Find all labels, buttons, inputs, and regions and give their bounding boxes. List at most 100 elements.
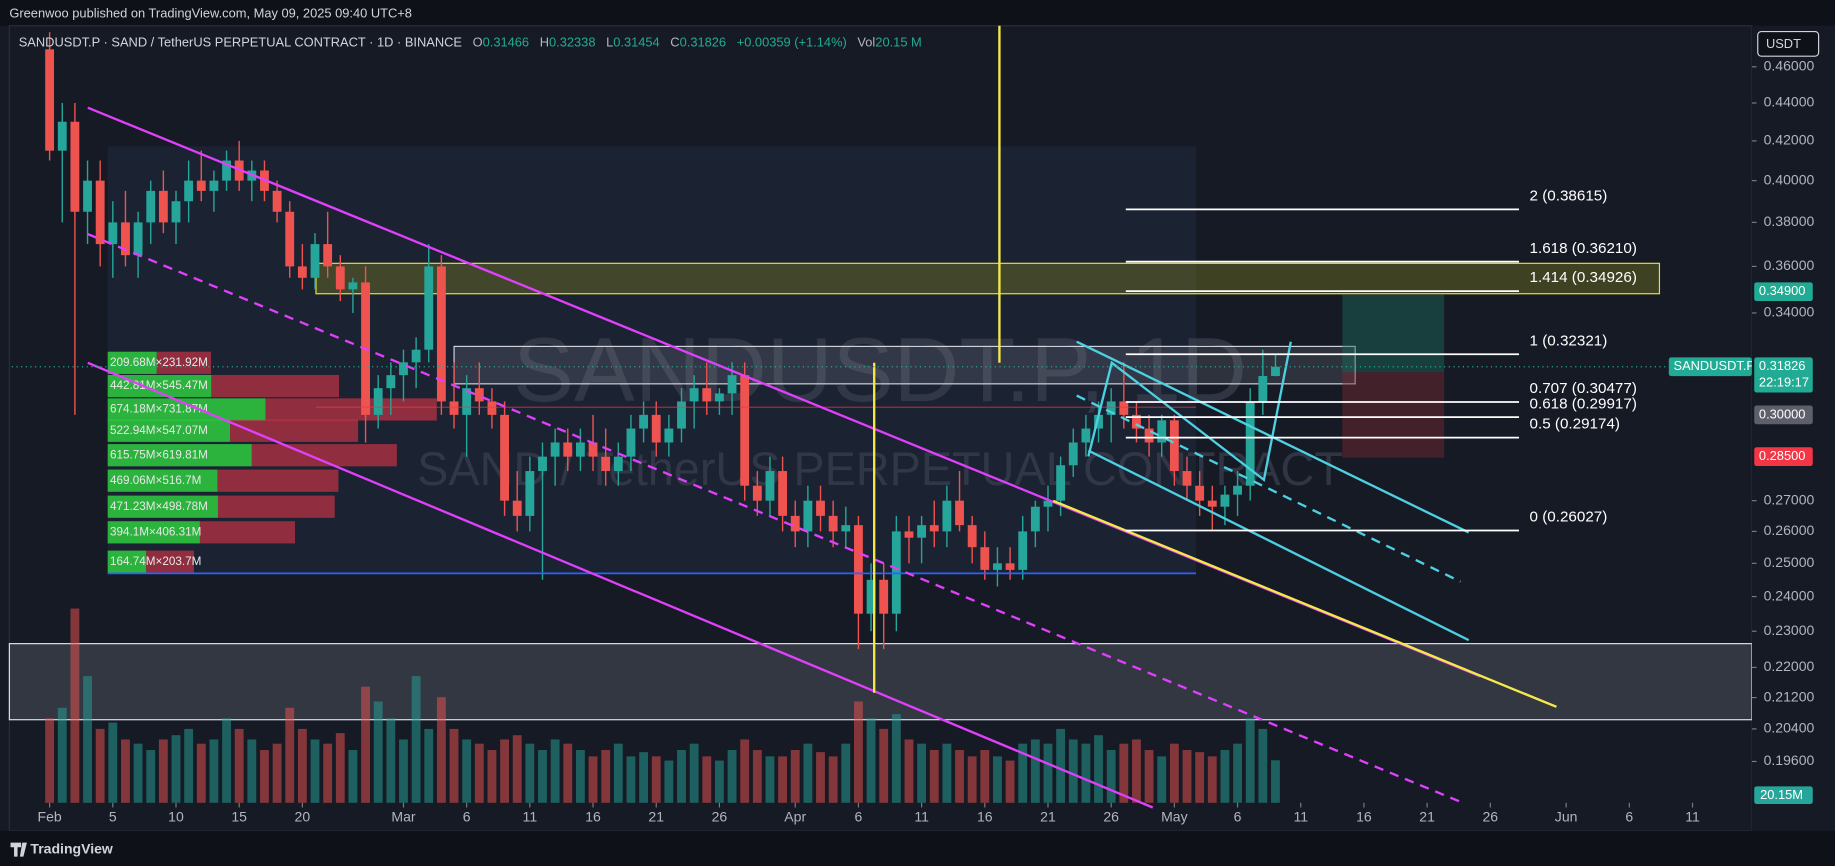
candle-body [449,401,459,415]
price-marker-label: 0.28500 [1759,448,1805,463]
volume-bar [1119,743,1129,803]
volume-bar [613,743,623,803]
profile-down [251,444,397,467]
x-tick-label: Apr [784,809,806,825]
volume-bar [196,743,206,803]
candle-body [500,414,509,501]
candle-body [222,160,231,181]
profile-label: 471.23M×498.78M [110,500,208,513]
y-tick-label: 0.19600 [1764,752,1815,768]
volume-bar [1030,739,1040,803]
x-tick-label: 26 [1103,809,1119,825]
x-tick-label: May [1161,809,1188,825]
volume-bar [1094,735,1103,803]
channel-bottom [87,361,1154,809]
volume-bar [474,743,484,803]
volume-bar [1169,743,1179,803]
candle-body [828,515,838,532]
cyan-path [1087,341,1292,482]
volume-bar [702,756,712,803]
volume-bar [866,718,876,803]
candle-body [209,180,219,191]
volume-bar [828,756,838,803]
candle-body [1258,376,1268,402]
x-tick-label: 15 [231,809,247,825]
currency-button[interactable] [1757,31,1820,57]
x-tick-label: Jun [1555,809,1578,825]
legend: SANDUSDT.P · SAND / TetherUS PERPETUAL C… [19,35,922,50]
candle-body [993,563,1002,570]
support-zone [8,643,1753,721]
volume-bar [487,750,497,803]
volume-bar [361,686,370,803]
legend-symbol: SANDUSDT.P · SAND / TetherUS PERPETUAL C… [19,35,463,50]
candle-body [525,471,535,516]
volume-bar [449,728,459,803]
profile-label: 522.94M×547.07M [110,424,208,437]
volume-bar [740,739,750,803]
y-tick-label: 0.26000 [1764,522,1815,538]
volume-bar [1043,743,1053,803]
candle-body [348,282,358,290]
axes: 0.46000 0.44000 0.42000 0.40000 0.38000 0.360… [38,58,1815,825]
volume-bar [1157,756,1167,803]
candle-body [740,375,750,486]
volume-bar [83,676,92,803]
candle-body [677,401,686,429]
candle-body [929,525,939,532]
x-tick-label: Feb [38,809,62,825]
candle-body [980,547,990,570]
candle-body [121,222,130,256]
candle-body [1068,442,1078,466]
x-tick-label: 11 [523,809,538,825]
symbol-tag [1668,357,1752,377]
candle-body [196,180,206,191]
fib-label: 0.618 (0.29917) [1530,395,1637,412]
publisher-bar [0,0,1835,26]
candle-body [335,266,345,290]
profile-up [107,419,231,442]
candle-body [70,121,80,212]
currency-label: USDT [1766,36,1801,51]
candle-body [841,525,851,532]
volume-bar [993,756,1002,803]
candle-body [1220,494,1230,507]
candle-body [1018,531,1028,570]
y-tick-label: 0.25000 [1764,554,1815,570]
candle-body [563,442,573,457]
volume-bar [348,750,358,803]
candle-body [158,190,168,223]
price-axis [1751,25,1835,831]
y-tick-label: 0.22000 [1764,658,1815,674]
volume-bar [436,697,446,803]
y-tick-label: 0.46000 [1764,58,1815,74]
candle-body [702,388,712,402]
volume-bar [1081,743,1091,803]
candle-body [790,515,800,532]
candle-body [967,525,977,548]
profile-up [107,521,200,544]
candle-body [803,500,813,532]
volume-bar [677,750,686,803]
y-tick-label: 0.23000 [1764,622,1815,638]
volume-bar [424,728,434,803]
publisher-text: Greenwoo published on TradingView.com, M… [9,5,412,20]
volume-bar [879,728,889,803]
candle-body [1106,401,1116,415]
candle-body [588,442,598,457]
volume-bar [222,718,231,803]
volume-bar [1220,750,1230,803]
candle-body [285,211,295,267]
volume-bar [626,756,636,803]
candle-body [1119,401,1129,415]
price-marker-label: 0.30000 [1759,406,1805,421]
y-tick-label: 0.20400 [1764,720,1815,736]
volume-bar [1106,750,1116,803]
candle-body [57,121,67,151]
candle-body [1245,401,1255,486]
candle-body [133,222,143,256]
volume-bar [285,707,295,803]
profile-up [107,398,266,421]
volume-bar [955,750,964,803]
